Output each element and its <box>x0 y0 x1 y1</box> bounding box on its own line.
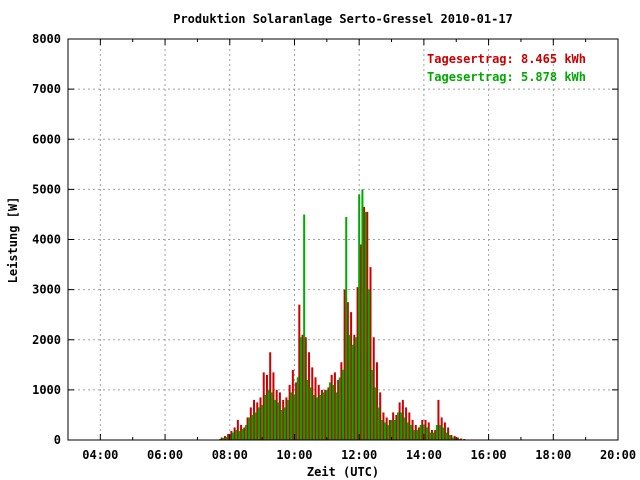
x-tick-label: 04:00 <box>82 448 118 462</box>
x-axis-label: Zeit (UTC) <box>307 465 379 479</box>
x-tick-label: 10:00 <box>276 448 312 462</box>
y-tick-label: 6000 <box>32 132 61 146</box>
x-tick-label: 14:00 <box>406 448 442 462</box>
y-tick-label: 7000 <box>32 82 61 96</box>
series-red-bars <box>220 206 472 440</box>
y-tick-label: 5000 <box>32 182 61 196</box>
legend-entry-green: Tagesertrag: 5.878 kWh <box>427 70 586 84</box>
y-tick-labels: 0 1000 2000 3000 4000 5000 6000 7000 8000 <box>32 32 61 447</box>
y-tick-label: 0 <box>54 433 61 447</box>
grid-lines <box>68 39 618 440</box>
y-axis-label: Leistung [W] <box>6 197 20 284</box>
y-tick-label: 1000 <box>32 383 61 397</box>
x-tick-label: 16:00 <box>471 448 507 462</box>
x-tick-labels: 04:00 06:00 08:00 10:00 12:00 14:00 16:00 18:00… <box>82 448 636 462</box>
x-tick-label: 20:00 <box>600 448 636 462</box>
x-tick-label: 12:00 <box>341 448 377 462</box>
y-tick-label: 8000 <box>32 32 61 46</box>
y-tick-label: 2000 <box>32 333 61 347</box>
x-tick-label: 06:00 <box>147 448 183 462</box>
series-green-bars <box>219 189 467 440</box>
x-tick-label: 18:00 <box>535 448 571 462</box>
axis-ticks <box>67 38 619 441</box>
legend-entry-red: Tagesertrag: 8.465 kWh <box>427 52 586 66</box>
x-tick-label: 08:00 <box>212 448 248 462</box>
chart-title: Produktion Solaranlage Serto-Gressel 201… <box>173 12 513 26</box>
y-tick-label: 4000 <box>32 233 61 247</box>
y-tick-label: 3000 <box>32 283 61 297</box>
